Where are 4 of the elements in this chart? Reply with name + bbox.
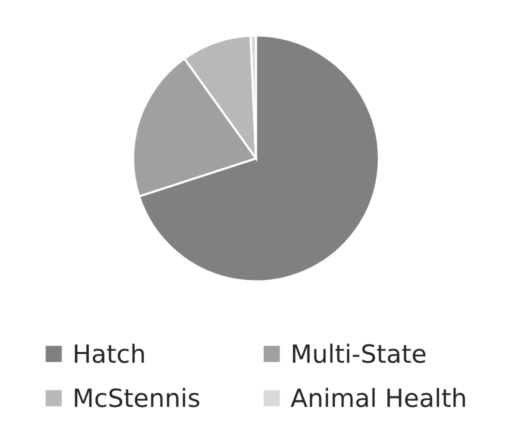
- legend-label: Multi-State: [292, 344, 426, 364]
- legend-label: Animal Health: [290, 388, 465, 408]
- legend-label: Hatch: [74, 344, 144, 364]
- legend-label: McStennis: [74, 388, 200, 408]
